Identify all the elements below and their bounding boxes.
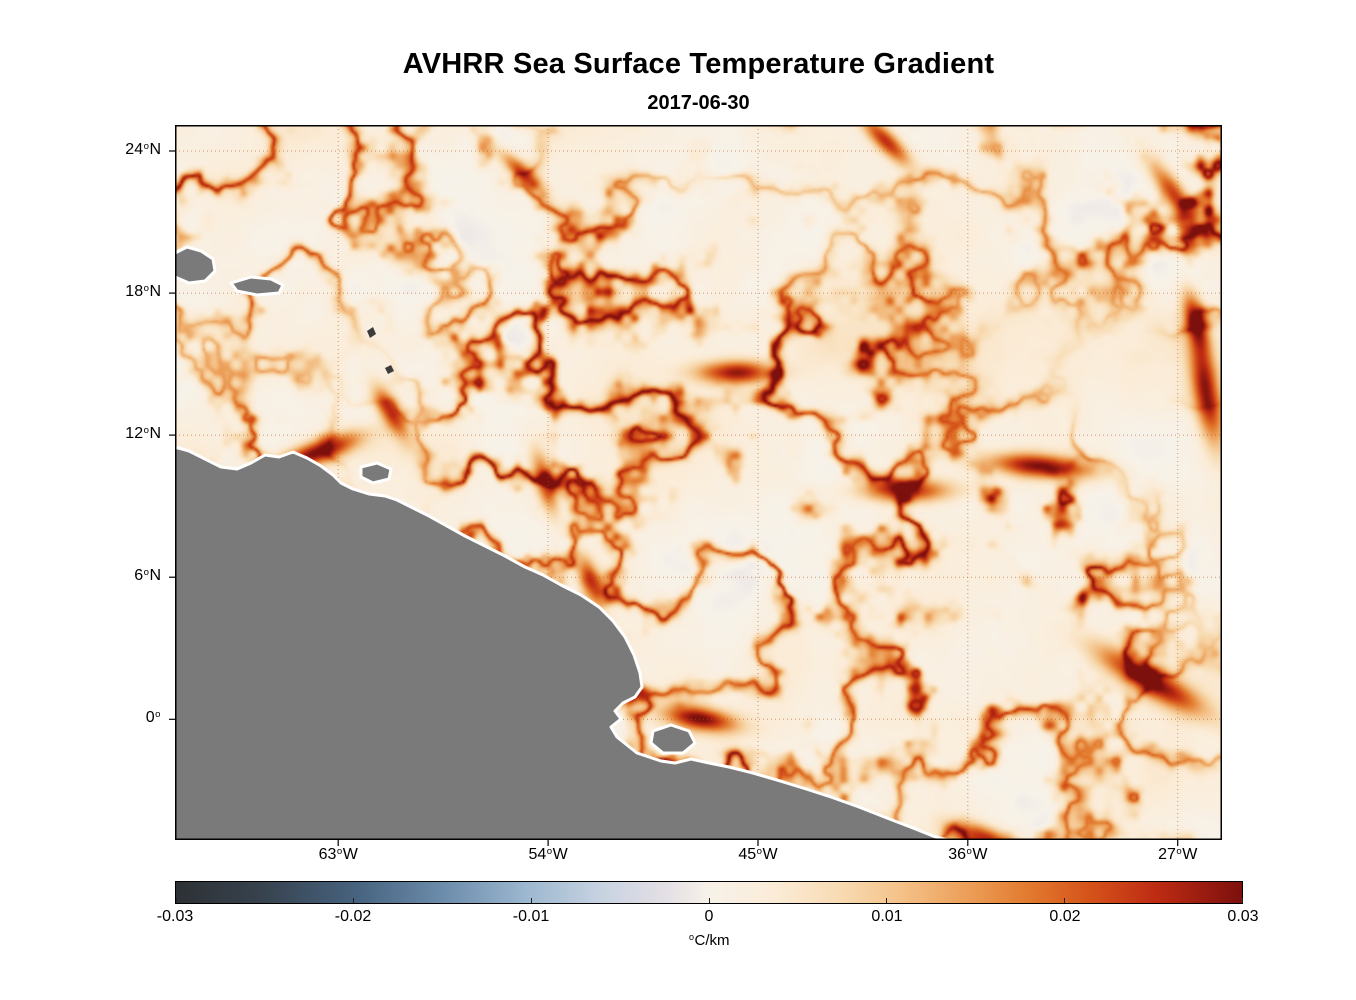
- island-amazon-mouth: [649, 723, 697, 755]
- islet-2: [385, 365, 394, 374]
- colorbar-tick-label: 0.01: [871, 908, 903, 925]
- x-tick-label: 54oW: [528, 845, 568, 863]
- colorbar-label: oC/km: [688, 932, 730, 949]
- y-tick-label: 24oN: [125, 140, 161, 159]
- x-axis-tick-labels: 63oW 54oW 45oW 36oW 27oW: [175, 846, 1222, 870]
- y-tick-label: 6oN: [134, 566, 161, 585]
- colorbar-tick-mark: [1241, 898, 1243, 903]
- plot-area: [169, 125, 1222, 846]
- colorbar-tick-mark: [175, 898, 177, 903]
- islet-1: [367, 327, 376, 338]
- y-tick-label: 0o: [145, 708, 161, 727]
- x-tick-label: 63oW: [318, 845, 358, 863]
- x-tick-label: 36oW: [948, 845, 988, 863]
- figure-title: AVHRR Sea Surface Temperature Gradient: [402, 48, 995, 80]
- x-tick-label: 45oW: [738, 845, 778, 863]
- colorbar: [175, 881, 1243, 904]
- colorbar-tick-mark: [353, 898, 355, 903]
- colorbar-tick-label: -0.03: [156, 908, 194, 925]
- island-northwest-2: [229, 275, 285, 297]
- colorbar-tick-label: 0.03: [1227, 908, 1259, 925]
- colorbar-tick-label: 0: [704, 908, 714, 925]
- island-coastal: [359, 461, 393, 485]
- colorbar-tick-label: 0.02: [1049, 908, 1081, 925]
- colorbar-tick-label: -0.01: [512, 908, 550, 925]
- figure-subtitle: 2017-06-30: [647, 92, 750, 114]
- land-mass-south-america: [173, 445, 949, 842]
- x-tick-label: 27oW: [1158, 845, 1198, 863]
- map-overlay-svg: [169, 125, 1222, 846]
- colorbar-tick-labels: -0.03 -0.02 -0.01 0 0.01 0.02 0.03: [157, 908, 1259, 928]
- colorbar-tick-mark: [886, 898, 888, 903]
- y-axis-tick-labels: 24oN 18oN 12oN 6oN 0o: [0, 125, 167, 840]
- y-tick-label: 12oN: [125, 424, 161, 443]
- y-tick-label: 18oN: [125, 282, 161, 301]
- island-northwest-1: [173, 245, 217, 285]
- colorbar-tick-label: -0.02: [334, 908, 372, 925]
- colorbar-tick-mark: [530, 898, 532, 903]
- colorbar-tick-mark: [708, 898, 710, 903]
- colorbar-tick-mark: [1063, 898, 1065, 903]
- axis-frame: [175, 125, 1222, 840]
